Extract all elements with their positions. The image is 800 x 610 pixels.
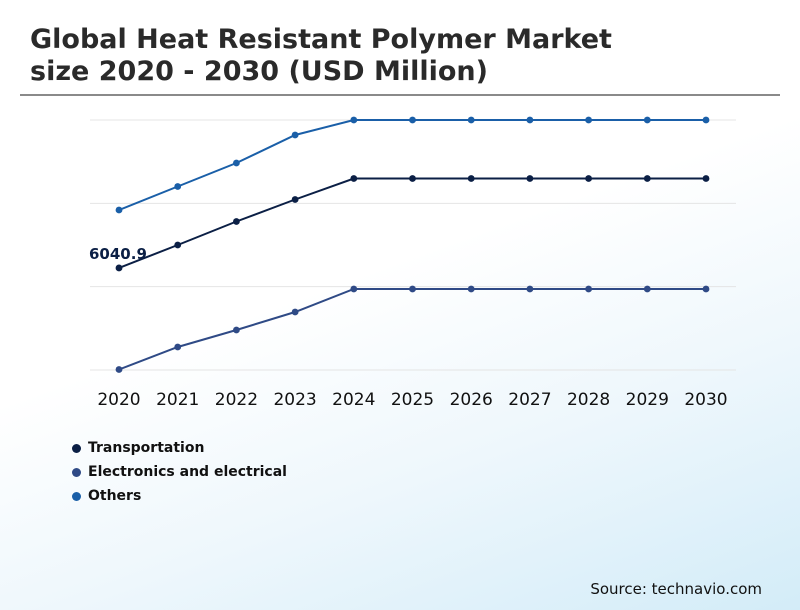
x-tick-label-0: 2020 xyxy=(97,390,140,410)
data-point-1-9 xyxy=(643,285,651,293)
data-point-2-9 xyxy=(643,116,651,124)
x-tick-label-8: 2028 xyxy=(567,390,610,410)
data-point-2-4 xyxy=(350,116,358,124)
data-point-1-10 xyxy=(702,285,710,293)
series-line-1 xyxy=(118,288,706,371)
data-point-2-3 xyxy=(291,131,299,139)
data-point-2-1 xyxy=(174,183,182,190)
x-tick-label-3: 2023 xyxy=(273,390,316,410)
data-point-1-6 xyxy=(467,285,475,293)
source-credit: Source: technavio.com xyxy=(590,580,762,598)
data-point-0-10 xyxy=(702,175,710,182)
data-point-0-7 xyxy=(526,175,534,182)
data-point-1-8 xyxy=(585,285,592,293)
x-tick-label-5: 2025 xyxy=(391,390,434,410)
data-point-2-6 xyxy=(467,116,475,124)
x-tick-label-9: 2029 xyxy=(626,390,669,410)
data-point-1-3 xyxy=(291,308,299,316)
title-divider xyxy=(20,94,780,96)
legend-item: Electronics and electrical xyxy=(72,460,287,484)
series-line-0 xyxy=(118,177,706,269)
data-point-0-9 xyxy=(643,175,651,182)
series-line-2 xyxy=(118,119,706,211)
legend-dot-icon xyxy=(72,491,81,501)
data-point-1-0 xyxy=(115,366,123,373)
legend-label: Transportation xyxy=(88,440,205,456)
data-point-1-1 xyxy=(174,343,182,351)
x-tick-label-10: 2030 xyxy=(684,390,727,410)
legend-item: Transportation xyxy=(72,436,287,460)
x-tick-label-6: 2026 xyxy=(450,390,493,410)
data-point-1-7 xyxy=(526,285,534,293)
data-point-2-8 xyxy=(585,116,592,124)
data-point-2-2 xyxy=(233,159,240,167)
data-point-0-4 xyxy=(350,175,358,182)
x-tick-label-7: 2027 xyxy=(508,390,551,410)
chart-title-line-1: Global Heat Resistant Polymer Market xyxy=(30,24,612,55)
x-tick-label-1: 2021 xyxy=(156,390,199,410)
legend-label: Others xyxy=(88,488,142,504)
data-point-1-2 xyxy=(233,326,240,334)
chart-title-line-2: size 2020 - 2030 (USD Million) xyxy=(30,56,488,87)
data-point-2-10 xyxy=(702,116,710,124)
data-point-1-5 xyxy=(409,285,416,293)
x-tick-label-4: 2024 xyxy=(332,390,375,410)
data-point-2-5 xyxy=(409,116,416,124)
data-label: 6040.9 xyxy=(89,245,147,263)
legend-dot-icon xyxy=(72,443,81,453)
data-point-0-3 xyxy=(291,196,299,203)
chart-title: Global Heat Resistant Polymer Market siz… xyxy=(30,24,730,88)
data-point-0-1 xyxy=(174,241,182,249)
data-point-1-4 xyxy=(350,285,358,293)
data-point-2-0 xyxy=(115,206,123,214)
x-tick-label-2: 2022 xyxy=(215,390,258,410)
legend-dot-icon xyxy=(72,467,81,477)
legend-label: Electronics and electrical xyxy=(88,464,287,480)
data-point-0-2 xyxy=(233,218,240,225)
legend-item: Others xyxy=(72,484,287,508)
data-point-0-8 xyxy=(585,175,592,182)
data-point-0-5 xyxy=(409,175,416,182)
chart-legend: Transportation Electronics and electrical… xyxy=(72,436,287,508)
data-point-2-7 xyxy=(526,116,534,124)
data-point-0-0 xyxy=(115,264,123,272)
data-point-0-6 xyxy=(467,175,475,182)
line-chart: 2020 2021 2022 2023 2024 2025 2026 2027 2028 2029… xyxy=(89,116,736,410)
